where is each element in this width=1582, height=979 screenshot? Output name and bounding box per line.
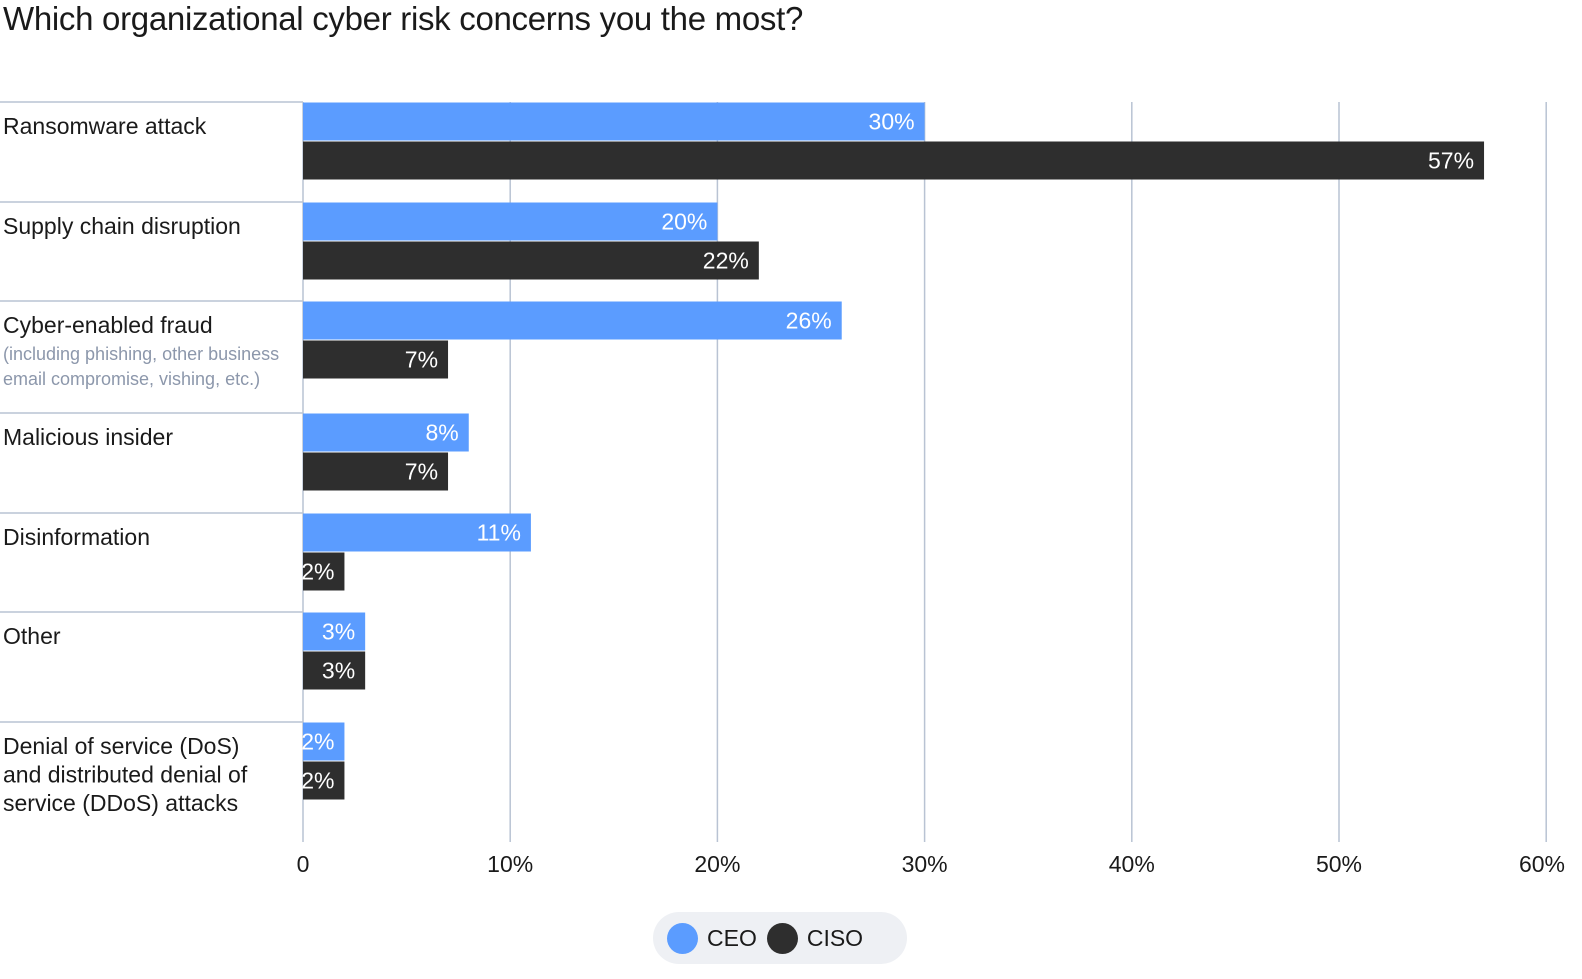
data-label: 3% xyxy=(322,619,355,645)
data-label: 11% xyxy=(477,520,521,546)
bar-ciso xyxy=(303,241,759,280)
data-label: 2% xyxy=(301,729,334,755)
tick-label: 40% xyxy=(1109,851,1155,877)
bar-ciso xyxy=(303,651,366,690)
category-label: Supply chain disruption xyxy=(3,213,241,239)
tick-label: 10% xyxy=(487,851,533,877)
chart-title: Which organizational cyber risk concerns… xyxy=(3,0,804,37)
bar-ceo xyxy=(303,413,469,452)
x-axis-ticks: 0 10% 20% 30% 40% 50% 60% xyxy=(297,851,1565,877)
category-label: Disinformation xyxy=(3,524,150,550)
bar-ciso xyxy=(303,141,1485,180)
legend-item-ciso[interactable]: CISO xyxy=(766,922,864,954)
category-label: Denial of service (DoS) and distributed d… xyxy=(3,733,248,816)
data-label: 22% xyxy=(703,248,749,274)
bar-ceo xyxy=(303,612,366,651)
data-label: 20% xyxy=(661,209,707,235)
data-label: 8% xyxy=(426,420,459,446)
category-labels: Ransomware attack Supply chain disruption… xyxy=(3,113,279,816)
category-label: Ransomware attack xyxy=(3,113,207,139)
data-label: 26% xyxy=(786,308,832,334)
bar-ceo xyxy=(303,513,531,552)
legend-ciso-label: CISO xyxy=(806,924,864,951)
legend-item-ceo[interactable]: CEO xyxy=(667,922,757,954)
tick-label: 0 xyxy=(297,851,310,877)
bar-ceo xyxy=(303,102,925,141)
bar-ceo xyxy=(303,301,842,340)
bar-ceo xyxy=(303,202,718,241)
tick-label: 30% xyxy=(902,851,948,877)
data-label: 7% xyxy=(405,347,438,373)
bar-chart: 30% 57% 20% 22% 26% 7% 8% 7% 11% 2% 3% 3% 2% 2% Ranso… xyxy=(0,101,1565,877)
data-label: 30% xyxy=(869,109,915,135)
category-label: Cyber-enabled fraud xyxy=(3,312,213,338)
tick-label: 50% xyxy=(1316,851,1362,877)
category-separators xyxy=(0,101,303,723)
bar-ciso xyxy=(303,552,345,591)
bar-ciso xyxy=(303,452,449,491)
data-label: 57% xyxy=(1428,148,1474,174)
category-label: Other xyxy=(3,623,61,649)
bar-ciso xyxy=(303,340,449,379)
category-label: Malicious insider xyxy=(3,424,173,450)
category-sublabel: (including phishing, other business email… xyxy=(3,344,279,389)
data-label: 2% xyxy=(301,768,334,794)
tick-label: 60% xyxy=(1519,851,1565,877)
data-label: 2% xyxy=(301,559,334,585)
bar-ceo xyxy=(303,722,345,761)
data-label: 3% xyxy=(322,658,355,684)
legend-ceo-swatch xyxy=(667,922,698,954)
tick-label: 20% xyxy=(694,851,740,877)
legend-ciso-swatch xyxy=(766,922,798,954)
data-label: 7% xyxy=(405,459,438,485)
bars: 30% 57% 20% 22% 26% 7% 8% 7% 11% 2% 3% 3% 2% 2% xyxy=(301,102,1485,800)
legend: CEO CISO xyxy=(653,912,907,964)
legend-ceo-label: CEO xyxy=(707,924,757,951)
bar-ciso xyxy=(303,761,345,800)
